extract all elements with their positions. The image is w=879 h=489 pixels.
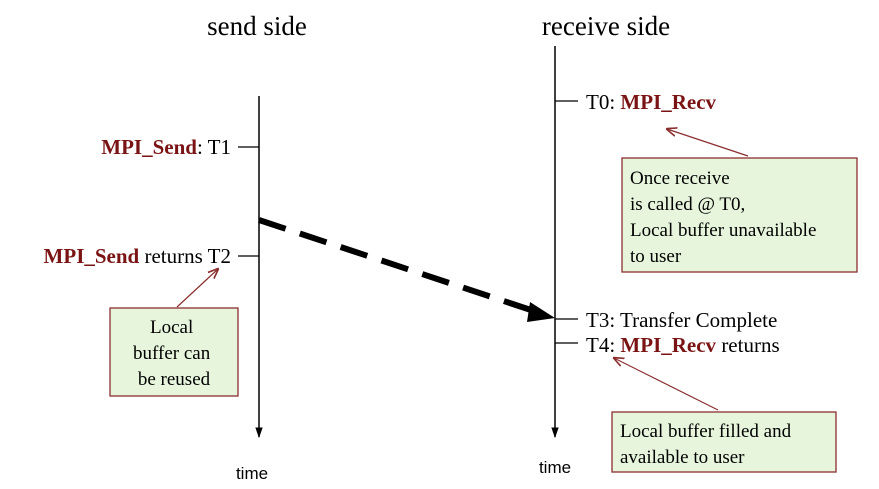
send-note-line: Local [150,317,193,338]
send-label-t1: MPI_Send: T1 [101,135,231,159]
recv-done-note-line: Local buffer filled and [620,421,792,442]
send-note-line: buffer can [133,343,211,364]
recv-done-note: Local buffer filled and available to use… [611,411,837,473]
send-note-pointer [176,269,218,308]
send-label-t2: MPI_Send returns T2 [44,244,231,268]
recv-call-note-text: Once receive is called @ T0, Local buffe… [630,168,821,267]
recv-done-note-pointer [614,358,719,411]
receive-t4-prefix: T4: [586,333,620,357]
send-note-line: be reused [138,369,211,390]
send-time-label: time [236,464,268,483]
recv-done-note-box [611,411,837,473]
transfer-arrow-head [527,302,555,322]
receive-t0-function: MPI_Recv [620,90,716,114]
receive-label-t4: T4: MPI_Recv returns [586,333,780,357]
recv-call-note-box [621,157,858,273]
recv-call-note-line: Once receive [630,168,730,189]
send-t1-function: MPI_Send [101,135,197,159]
receive-side-title: receive side [542,11,670,41]
receive-label-t0: T0: MPI_Recv [586,90,717,114]
receive-time-label: time [539,458,571,477]
recv-done-note-text: Local buffer filled and available to use… [620,421,796,468]
send-note-text: Local buffer can be reused [133,317,215,390]
recv-call-note-line: to user [630,246,682,267]
receive-label-t3: T3: Transfer Complete [586,308,777,332]
send-t1-text: : T1 [197,135,231,159]
recv-call-note-line: Local buffer unavailable [630,220,816,241]
recv-done-note-line: available to user [620,447,745,468]
send-note-box [109,307,239,397]
recv-call-note: Once receive is called @ T0, Local buffe… [621,157,858,273]
recv-call-note-pointer [667,129,749,157]
send-side-title: send side [207,11,307,41]
send-note: Local buffer can be reused [109,307,239,397]
receive-t4-function: MPI_Recv [620,333,716,357]
send-t2-function: MPI_Send [44,244,140,268]
recv-call-note-line: is called @ T0, [630,194,745,215]
transfer-arrow-line [258,217,541,316]
send-t2-text: returns T2 [139,244,231,268]
receive-t0-prefix: T0: [586,90,620,114]
receive-t4-text: returns [716,333,780,357]
